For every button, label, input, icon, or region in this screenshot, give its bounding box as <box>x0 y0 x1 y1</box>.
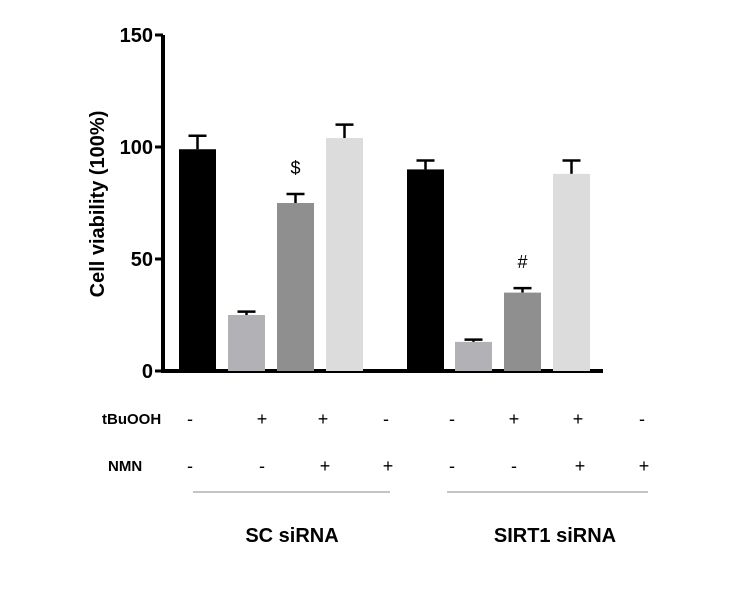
bar <box>277 203 314 371</box>
nmn-sign: - <box>511 456 517 476</box>
significance-mark: $ <box>290 158 300 178</box>
nmn-sign: - <box>449 456 455 476</box>
y-tick-label: 100 <box>120 137 153 159</box>
tbuooh-sign: - <box>639 409 645 429</box>
bar <box>553 173 590 371</box>
tbuooh-sign: + <box>318 409 329 429</box>
nmn-sign: + <box>575 456 586 476</box>
tbuooh-sign: + <box>509 409 520 429</box>
y-tick-label: 50 <box>131 249 153 271</box>
tbuooh-sign: + <box>257 409 268 429</box>
bar <box>407 169 444 371</box>
tbuooh-sign: + <box>573 409 584 429</box>
bar <box>179 149 216 371</box>
bar <box>326 138 363 371</box>
nmn-sign: + <box>639 456 650 476</box>
tbuooh-sign: - <box>449 409 455 429</box>
group-label-sirt1: SIRT1 siRNA <box>494 525 616 547</box>
y-axis-label: Cell viability (100%) <box>87 111 109 298</box>
row-label-tbuooh: tBuOOH <box>102 411 161 428</box>
nmn-sign: + <box>320 456 331 476</box>
tbuooh-sign: - <box>383 409 389 429</box>
bar <box>228 315 265 371</box>
significance-mark: # <box>517 252 527 272</box>
group-label-sc: SC siRNA <box>245 525 338 547</box>
nmn-sign: - <box>187 456 193 476</box>
nmn-sign: + <box>383 456 394 476</box>
bar <box>504 292 541 371</box>
row-label-nmn: NMN <box>108 458 142 475</box>
nmn-sign: - <box>259 456 265 476</box>
bar <box>455 341 492 371</box>
y-tick-label: 0 <box>142 361 153 383</box>
tbuooh-sign: - <box>187 409 193 429</box>
y-tick-label: 150 <box>120 25 153 47</box>
